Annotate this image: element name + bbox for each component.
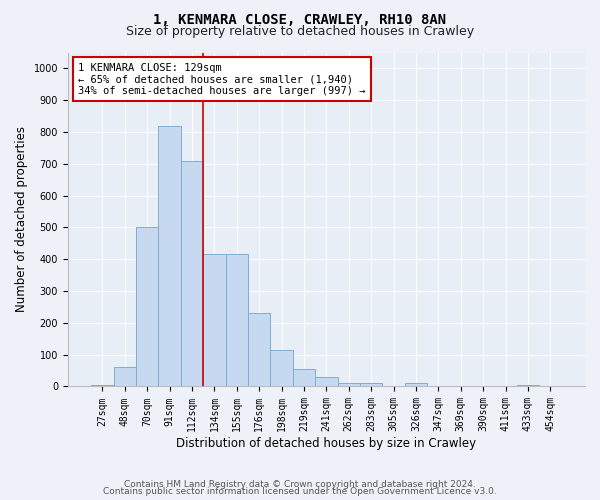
Y-axis label: Number of detached properties: Number of detached properties (15, 126, 28, 312)
Bar (271, 350, 293, 387)
Bar (338, 382, 360, 386)
Bar (136, 228, 158, 386)
Bar (91, 385, 113, 386)
Bar (158, 126, 181, 386)
X-axis label: Distribution of detached houses by size in Crawley: Distribution of detached houses by size … (176, 437, 476, 450)
Bar (315, 377, 338, 386)
Bar (293, 369, 315, 386)
Bar (181, 160, 203, 386)
Text: 1 KENMARA CLOSE: 129sqm
← 65% of detached houses are smaller (1,940)
34% of semi: 1 KENMARA CLOSE: 129sqm ← 65% of detache… (78, 62, 365, 96)
Bar (360, 382, 382, 386)
Bar (405, 382, 427, 386)
Bar (113, 368, 136, 386)
Text: Size of property relative to detached houses in Crawley: Size of property relative to detached ho… (126, 25, 474, 38)
Bar (517, 385, 539, 386)
Bar (226, 254, 248, 386)
Text: 1, KENMARA CLOSE, CRAWLEY, RH10 8AN: 1, KENMARA CLOSE, CRAWLEY, RH10 8AN (154, 12, 446, 26)
Bar (203, 254, 226, 386)
Text: Contains public sector information licensed under the Open Government Licence v3: Contains public sector information licen… (103, 487, 497, 496)
Text: Contains HM Land Registry data © Crown copyright and database right 2024.: Contains HM Land Registry data © Crown c… (124, 480, 476, 489)
Bar (248, 314, 271, 386)
